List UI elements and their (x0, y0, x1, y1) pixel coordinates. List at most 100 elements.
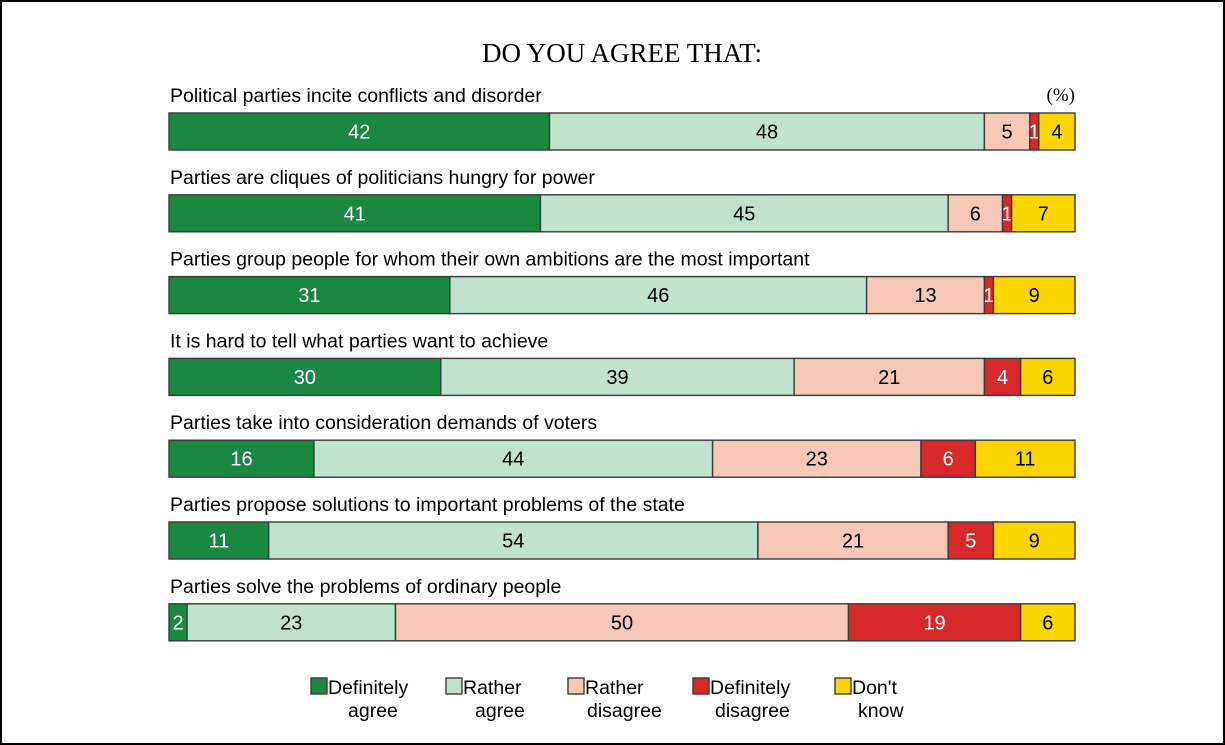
category-label: Parties take into consideration demands … (170, 412, 597, 434)
definitely-disagree-segment (847, 603, 1022, 642)
unit-label: (%) (1047, 85, 1075, 106)
category-label: It is hard to tell what parties want to … (170, 330, 548, 352)
definitely-disagree-value-label: 5 (965, 531, 976, 553)
rather-disagree-segment (793, 357, 986, 397)
don-t-know-value-label: 6 (1042, 612, 1053, 634)
definitely-agree-value-label: 2 (172, 612, 183, 634)
legend-swatch (692, 677, 710, 695)
definitely-agree-segment (168, 521, 270, 560)
legend-swatch (310, 677, 328, 695)
category-label: Parties propose solutions to important p… (170, 494, 685, 516)
rather-disagree-value-label: 5 (1001, 122, 1012, 144)
definitely-agree-value-label: 30 (294, 367, 316, 389)
don-t-know-segment (1019, 357, 1076, 397)
rather-agree-segment (440, 357, 795, 397)
rather-disagree-value-label: 23 (806, 449, 828, 471)
definitely-agree-value-label: 42 (348, 122, 370, 144)
legend-label: Definitely (710, 677, 790, 699)
don-t-know-value-label: 9 (1029, 285, 1040, 307)
rather-agree-value-label: 48 (756, 122, 778, 144)
legend-label: Rather (463, 677, 522, 699)
definitely-disagree-value-label: 1 (1029, 122, 1040, 144)
definitely-agree-segment (168, 439, 315, 478)
rather-disagree-value-label: 13 (914, 285, 936, 307)
category-label: Parties are cliques of politicians hungr… (170, 167, 595, 189)
rather-disagree-value-label: 6 (970, 203, 981, 225)
rather-agree-value-label: 44 (502, 449, 524, 471)
definitely-agree-segment (168, 194, 542, 233)
rather-agree-segment (186, 603, 397, 642)
definitely-agree-segment (168, 112, 551, 151)
bar-row-7: Parties solve the problems of ordinary p… (168, 576, 1076, 642)
legend: DefinitelyagreeRatheragreeRatherdisagree… (310, 677, 904, 722)
bar-row-2: Parties are cliques of politicians hungr… (168, 167, 1076, 233)
legend-label: disagree (587, 700, 662, 722)
bar-row-5: Parties take into consideration demands … (168, 412, 1076, 478)
don-t-know-segment (1038, 112, 1076, 151)
legend-label: disagree (715, 700, 790, 722)
rather-agree-segment (267, 521, 759, 560)
legend-label: Don't (852, 677, 897, 699)
bar-rows: Political parties incite conflicts and d… (168, 85, 1076, 642)
rather-agree-value-label: 39 (606, 367, 628, 389)
legend-label: agree (475, 700, 525, 722)
bar-row-1: Political parties incite conflicts and d… (168, 85, 1076, 151)
bar-row-3: Parties group people for whom their own … (168, 249, 1076, 315)
legend-label: agree (348, 700, 398, 722)
legend-label: know (858, 700, 904, 722)
rather-agree-value-label: 23 (280, 612, 302, 634)
rather-disagree-value-label: 50 (611, 612, 633, 634)
rather-agree-segment (449, 275, 868, 315)
don-t-know-value-label: 7 (1038, 203, 1049, 225)
legend-swatch (567, 677, 585, 695)
definitely-disagree-segment (983, 357, 1022, 397)
don-t-know-value-label: 4 (1051, 122, 1062, 144)
chart-title: DO YOU AGREE THAT: (482, 38, 762, 68)
legend-label: Rather (585, 677, 644, 699)
rather-disagree-value-label: 21 (878, 367, 900, 389)
definitely-agree-value-label: 11 (208, 531, 229, 553)
rather-agree-value-label: 45 (733, 203, 755, 225)
don-t-know-value-label: 11 (1015, 449, 1036, 471)
legend-label: Definitely (328, 677, 408, 699)
don-t-know-segment (974, 439, 1076, 478)
definitely-agree-segment (168, 275, 451, 315)
category-label: Political parties incite conflicts and d… (170, 85, 542, 107)
definitely-disagree-value-label: 6 (943, 449, 954, 471)
definitely-disagree-value-label: 4 (997, 367, 1008, 389)
definitely-disagree-value-label: 1 (983, 285, 994, 307)
definitely-disagree-value-label: 1 (1001, 203, 1012, 225)
definitely-agree-segment (168, 357, 442, 397)
legend-swatch (445, 677, 463, 695)
rather-agree-segment (548, 112, 986, 151)
rather-disagree-value-label: 21 (842, 531, 864, 553)
rather-disagree-segment (394, 603, 850, 642)
category-label: Parties solve the problems of ordinary p… (170, 576, 561, 598)
definitely-agree-value-label: 16 (230, 449, 252, 471)
rather-agree-value-label: 54 (502, 531, 524, 553)
don-t-know-value-label: 6 (1042, 367, 1053, 389)
don-t-know-segment (1010, 194, 1076, 233)
don-t-know-segment (1019, 603, 1076, 642)
rather-disagree-segment (757, 521, 949, 560)
definitely-disagree-segment (920, 439, 977, 478)
legend-swatch (834, 677, 852, 695)
rather-agree-value-label: 46 (647, 285, 669, 307)
bar-row-4: It is hard to tell what parties want to … (168, 330, 1076, 397)
don-t-know-value-label: 9 (1029, 531, 1040, 553)
don-t-know-segment (992, 521, 1076, 560)
definitely-agree-value-label: 31 (298, 285, 320, 307)
bar-row-6: Parties propose solutions to important p… (168, 494, 1076, 560)
don-t-know-segment (992, 275, 1076, 315)
rather-disagree-segment (711, 439, 922, 478)
rather-agree-segment (539, 194, 949, 233)
definitely-agree-value-label: 41 (344, 203, 366, 225)
category-label: Parties group people for whom their own … (170, 249, 810, 271)
rather-disagree-segment (947, 194, 1004, 233)
